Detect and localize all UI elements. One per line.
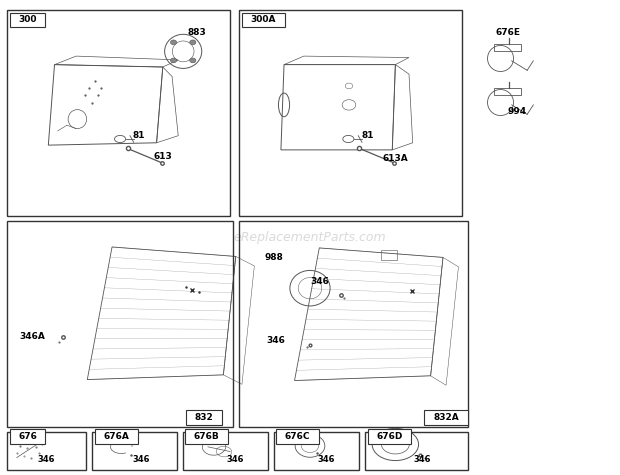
Text: 346: 346 [267, 336, 286, 345]
Bar [274, 432, 359, 470]
Text: 988: 988 [265, 253, 284, 262]
Ellipse shape [190, 58, 196, 63]
Bar [381, 250, 397, 260]
Text: 994: 994 [508, 107, 527, 116]
Text: 676B: 676B [194, 432, 219, 441]
Bar [185, 429, 228, 444]
Bar [239, 221, 467, 427]
Text: 613A: 613A [383, 154, 409, 163]
Text: 346: 346 [414, 456, 432, 465]
Bar [368, 429, 412, 444]
Bar [7, 221, 232, 427]
Ellipse shape [170, 58, 177, 63]
Bar [365, 432, 467, 470]
Bar [10, 12, 45, 27]
Text: 613: 613 [154, 152, 172, 162]
Text: 346: 346 [226, 456, 244, 465]
Bar [7, 10, 229, 216]
Text: 676: 676 [18, 432, 37, 441]
Ellipse shape [190, 40, 196, 45]
Bar [239, 10, 461, 216]
Bar [95, 429, 138, 444]
Bar [183, 432, 268, 470]
Text: 81: 81 [133, 131, 145, 140]
Bar [242, 12, 285, 27]
Text: 676A: 676A [104, 432, 130, 441]
Text: eReplacementParts.com: eReplacementParts.com [234, 231, 386, 244]
Ellipse shape [170, 40, 177, 45]
Bar [7, 432, 86, 470]
Text: 346A: 346A [19, 332, 45, 342]
Bar [10, 429, 45, 444]
Text: 346: 346 [310, 277, 329, 286]
Text: 832A: 832A [433, 413, 459, 422]
Text: 300: 300 [19, 15, 37, 24]
Text: 676D: 676D [376, 432, 403, 441]
Text: 883: 883 [187, 28, 206, 37]
Text: 346: 346 [317, 456, 335, 465]
Text: 81: 81 [361, 131, 374, 140]
Text: 346: 346 [38, 456, 55, 465]
Bar [186, 410, 221, 425]
FancyArrowPatch shape [17, 442, 41, 457]
Text: 832: 832 [195, 413, 213, 422]
Text: 676E: 676E [495, 28, 521, 37]
Bar [425, 410, 467, 425]
Text: 300A: 300A [251, 15, 277, 24]
Bar [276, 429, 319, 444]
Text: 346: 346 [133, 456, 150, 465]
Bar [92, 432, 177, 470]
Text: 676C: 676C [285, 432, 311, 441]
